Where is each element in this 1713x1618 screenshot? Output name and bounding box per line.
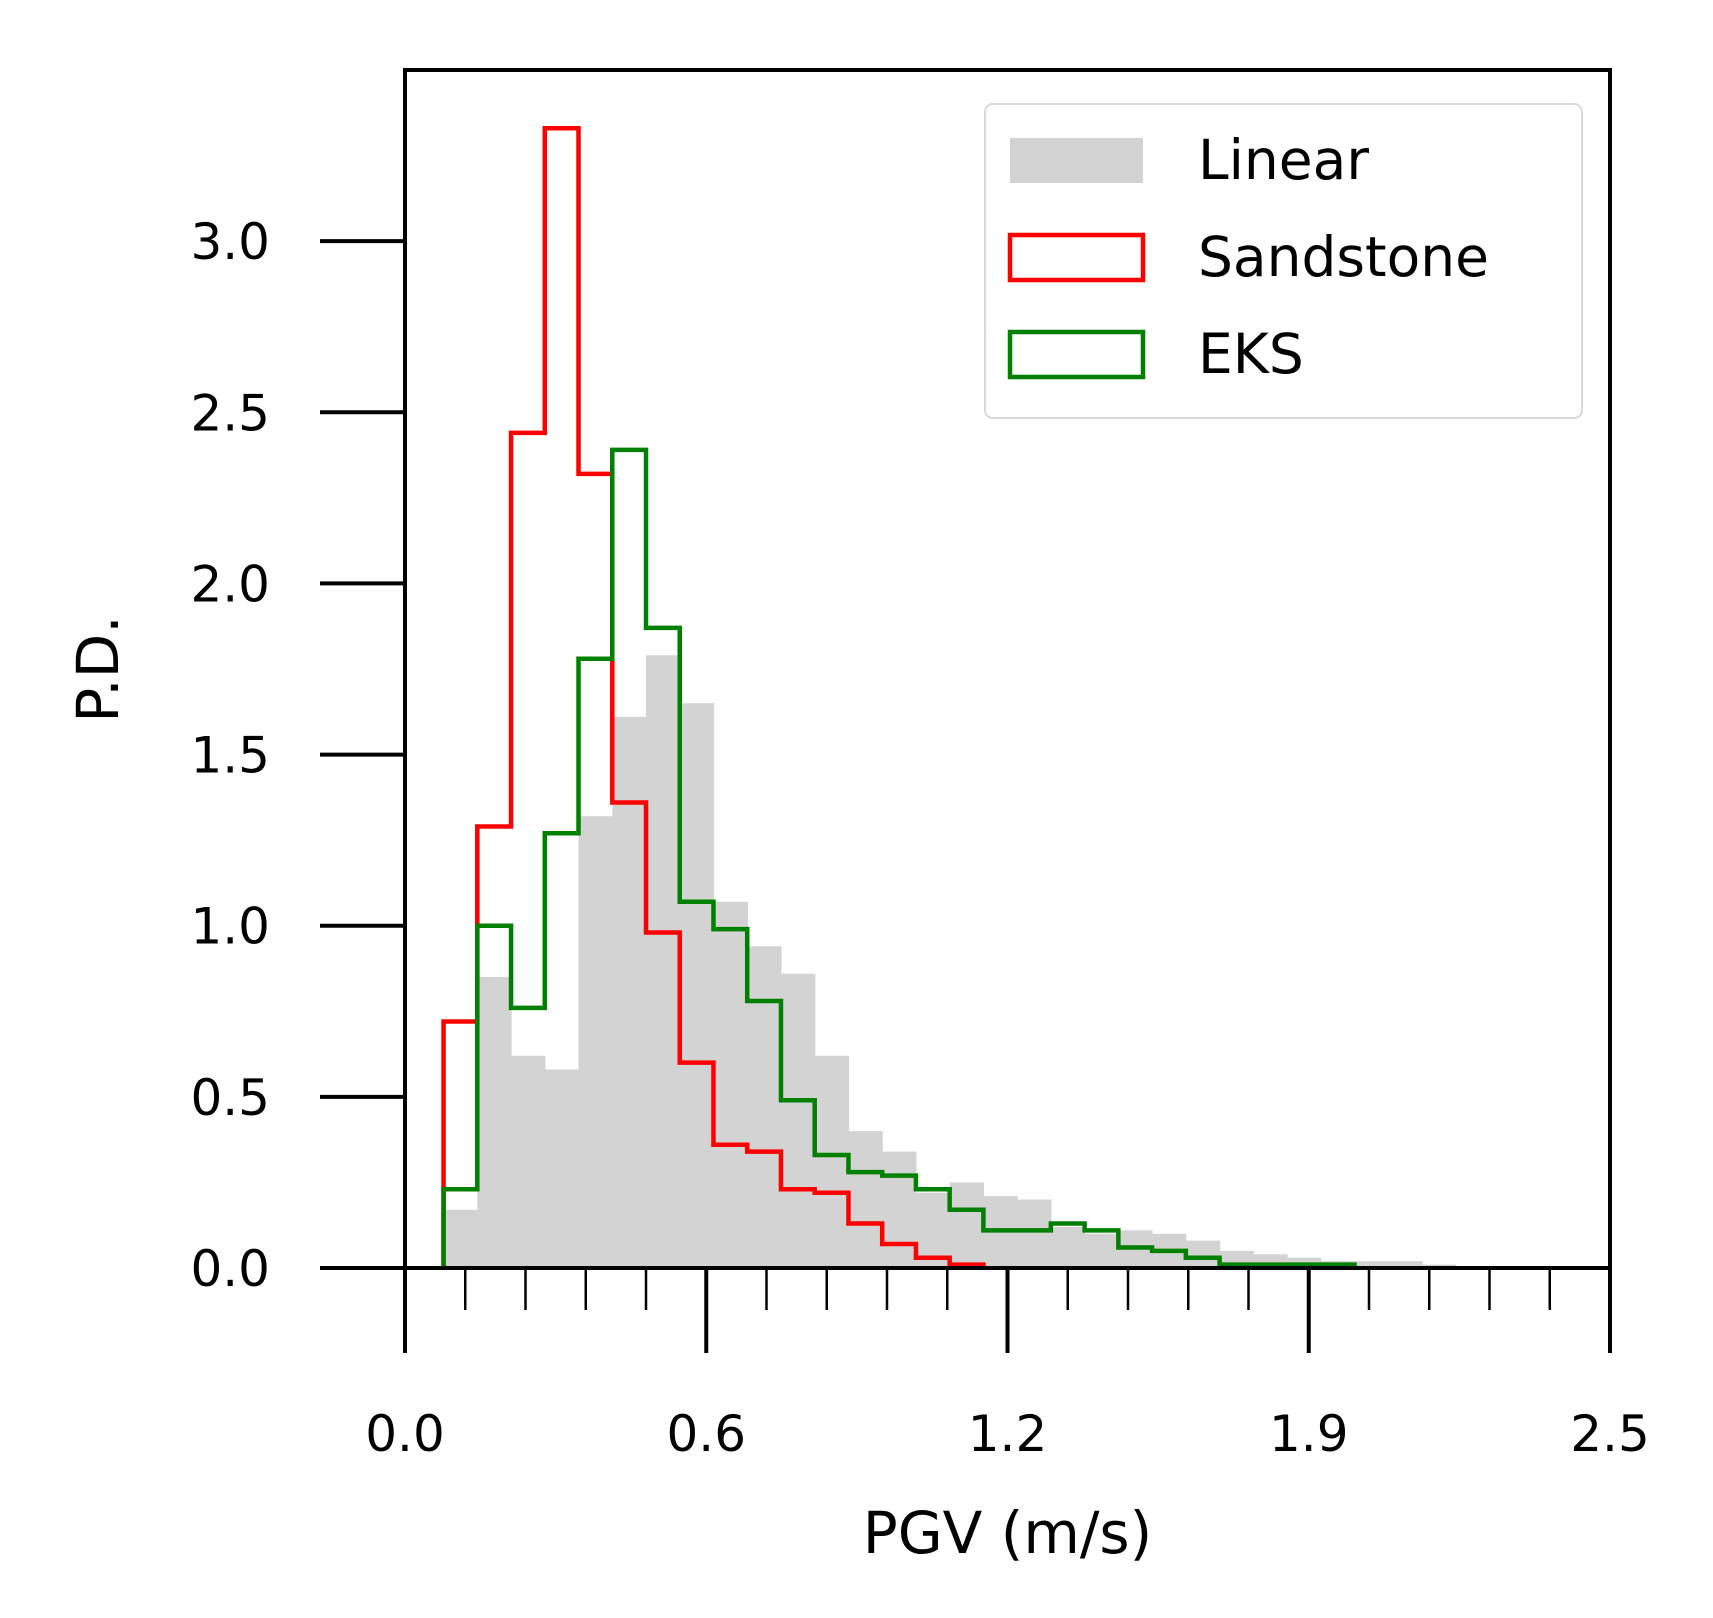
axes-layer xyxy=(320,68,1612,1353)
x-axis-title: PGV (m/s) xyxy=(863,1499,1153,1567)
linear-legend-swatch xyxy=(1010,138,1143,183)
linear-bar xyxy=(578,816,613,1268)
eks-step-line xyxy=(441,447,1357,1268)
eks-legend-label: EKS xyxy=(1198,322,1304,386)
linear-bar xyxy=(882,1151,917,1268)
step-lines-layer xyxy=(441,125,1357,1268)
y-tick-label: 3.0 xyxy=(190,213,270,271)
sandstone-step-line xyxy=(441,125,986,1268)
linear-bar xyxy=(646,655,681,1268)
eks-legend-swatch xyxy=(1007,329,1146,380)
y-axis-title: P.D. xyxy=(64,615,132,722)
linear-bar xyxy=(713,901,748,1268)
x-tick-label: 1.2 xyxy=(968,1405,1048,1463)
linear-bars-layer xyxy=(443,655,1457,1268)
y-tick-label: 1.5 xyxy=(190,727,270,785)
sandstone-legend-label: Sandstone xyxy=(1198,225,1489,289)
linear-bar xyxy=(915,1192,951,1268)
linear-bar xyxy=(1050,1226,1086,1268)
linear-bar xyxy=(1354,1261,1389,1268)
legend: Linear Sandstone EKS xyxy=(984,103,1583,419)
y-tick-label: 1.0 xyxy=(190,898,270,956)
linear-bar xyxy=(848,1131,883,1268)
linear-bar xyxy=(477,977,512,1268)
linear-bar xyxy=(443,1209,478,1268)
linear-legend-label: Linear xyxy=(1198,128,1369,192)
y-tick-label: 2.0 xyxy=(190,555,270,613)
linear-bar xyxy=(1084,1233,1119,1268)
linear-bar xyxy=(949,1182,984,1268)
y-tick-label: 0.5 xyxy=(190,1069,270,1127)
linear-bar xyxy=(544,1069,580,1268)
x-tick-label: 0.6 xyxy=(666,1405,746,1463)
linear-bar xyxy=(511,1055,546,1268)
linear-bar xyxy=(1388,1261,1423,1268)
linear-bar xyxy=(780,973,816,1268)
y-tick-label: 0.0 xyxy=(190,1240,270,1298)
y-tick-label: 2.5 xyxy=(190,384,270,442)
tick-labels-layer: 0.0 0.5 1.0 1.5 2.0 2.5 3.0 0.0 0.6 1.2 1.9 2.5 xyxy=(190,213,1649,1463)
x-tick-label: 1.9 xyxy=(1269,1405,1349,1463)
x-tick-label: 2.5 xyxy=(1570,1405,1650,1463)
linear-bar xyxy=(679,703,715,1268)
x-tick-label: 0.0 xyxy=(365,1405,445,1463)
linear-bar xyxy=(747,946,782,1268)
sandstone-legend-swatch xyxy=(1007,232,1146,283)
linear-bar xyxy=(1185,1240,1221,1268)
linear-bar xyxy=(1017,1199,1052,1268)
linear-bar xyxy=(612,716,647,1268)
linear-bar xyxy=(814,1055,850,1268)
